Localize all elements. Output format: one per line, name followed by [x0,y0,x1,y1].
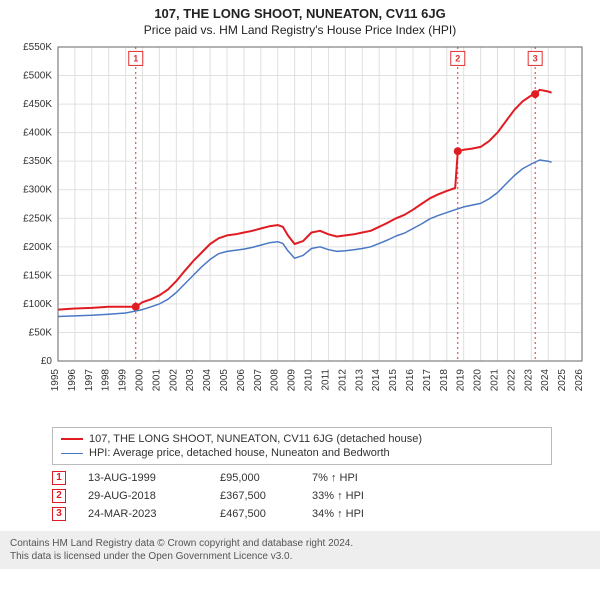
svg-text:£250K: £250K [23,213,52,224]
svg-text:1995: 1995 [50,369,61,392]
svg-text:£400K: £400K [23,128,52,139]
event-badge: 1 [52,471,66,485]
event-price: £95,000 [220,469,290,487]
svg-text:2021: 2021 [489,369,500,392]
svg-text:2: 2 [455,53,460,63]
svg-text:2023: 2023 [523,369,534,392]
svg-text:2004: 2004 [202,369,213,392]
event-badge: 2 [52,489,66,503]
svg-text:£100K: £100K [23,299,52,310]
svg-text:2003: 2003 [185,369,196,392]
event-date: 24-MAR-2023 [88,505,198,523]
chart-canvas: £0 £50K £100K £150K £200K £250K £300K £350K £400… [8,41,592,421]
svg-text:1998: 1998 [101,369,112,392]
svg-text:2018: 2018 [439,369,450,392]
svg-text:2016: 2016 [405,369,416,392]
attribution-footer: Contains HM Land Registry data © Crown c… [0,531,600,569]
svg-text:1997: 1997 [84,369,95,392]
svg-text:2012: 2012 [337,369,348,392]
svg-text:2002: 2002 [168,369,179,392]
footer-line: Contains HM Land Registry data © Crown c… [10,537,590,550]
svg-text:2011: 2011 [320,369,331,391]
sale-event-row: 2 29-AUG-2018 £367,500 33% ↑ HPI [52,487,552,505]
sale-event-row: 3 24-MAR-2023 £467,500 34% ↑ HPI [52,505,552,523]
svg-text:£200K: £200K [23,242,52,253]
svg-text:2025: 2025 [557,369,568,392]
legend-label: 107, THE LONG SHOOT, NUNEATON, CV11 6JG … [89,432,422,446]
sale-event-row: 1 13-AUG-1999 £95,000 7% ↑ HPI [52,469,552,487]
svg-text:2026: 2026 [574,369,585,392]
page-container: 107, THE LONG SHOOT, NUNEATON, CV11 6JG … [0,0,600,531]
svg-text:2000: 2000 [135,369,146,392]
svg-text:2014: 2014 [371,369,382,392]
legend-item: HPI: Average price, detached house, Nune… [61,446,543,460]
legend-swatch [61,438,83,440]
event-date: 13-AUG-1999 [88,469,198,487]
svg-text:£500K: £500K [23,71,52,82]
svg-text:2022: 2022 [506,369,517,392]
svg-text:2020: 2020 [473,369,484,392]
svg-text:£350K: £350K [23,156,52,167]
event-price: £467,500 [220,505,290,523]
svg-text:£0: £0 [41,356,53,367]
event-delta: 7% ↑ HPI [312,469,358,487]
legend-swatch [61,453,83,454]
svg-text:2007: 2007 [253,369,264,392]
svg-text:2019: 2019 [456,369,467,392]
svg-text:2013: 2013 [354,369,365,392]
svg-text:2010: 2010 [304,369,315,392]
svg-text:2015: 2015 [388,369,399,392]
legend-item: 107, THE LONG SHOOT, NUNEATON, CV11 6JG … [61,432,543,446]
legend: 107, THE LONG SHOOT, NUNEATON, CV11 6JG … [52,427,552,465]
event-badge: 3 [52,507,66,521]
svg-text:2024: 2024 [540,369,551,392]
svg-text:3: 3 [533,53,538,63]
legend-label: HPI: Average price, detached house, Nune… [89,446,390,460]
sale-events-list: 1 13-AUG-1999 £95,000 7% ↑ HPI 2 29-AUG-… [52,469,552,523]
svg-text:2008: 2008 [270,369,281,392]
footer-line: This data is licensed under the Open Gov… [10,550,590,563]
svg-text:£50K: £50K [29,327,53,338]
svg-text:£300K: £300K [23,185,52,196]
svg-text:2017: 2017 [422,369,433,392]
chart-title-subtitle: Price paid vs. HM Land Registry's House … [8,23,592,37]
event-delta: 33% ↑ HPI [312,487,364,505]
svg-text:1996: 1996 [67,369,78,392]
svg-text:£150K: £150K [23,270,52,281]
event-date: 29-AUG-2018 [88,487,198,505]
svg-text:2005: 2005 [219,369,230,392]
line-chart: £0 £50K £100K £150K £200K £250K £300K £350K £400… [8,41,592,421]
svg-text:£450K: £450K [23,99,52,110]
svg-text:£550K: £550K [23,42,52,53]
event-price: £367,500 [220,487,290,505]
svg-text:1: 1 [133,53,138,63]
svg-text:2006: 2006 [236,369,247,392]
event-delta: 34% ↑ HPI [312,505,364,523]
svg-text:2001: 2001 [151,369,162,392]
chart-title-address: 107, THE LONG SHOOT, NUNEATON, CV11 6JG [8,6,592,21]
svg-text:1999: 1999 [118,369,129,392]
svg-text:2009: 2009 [287,369,298,392]
